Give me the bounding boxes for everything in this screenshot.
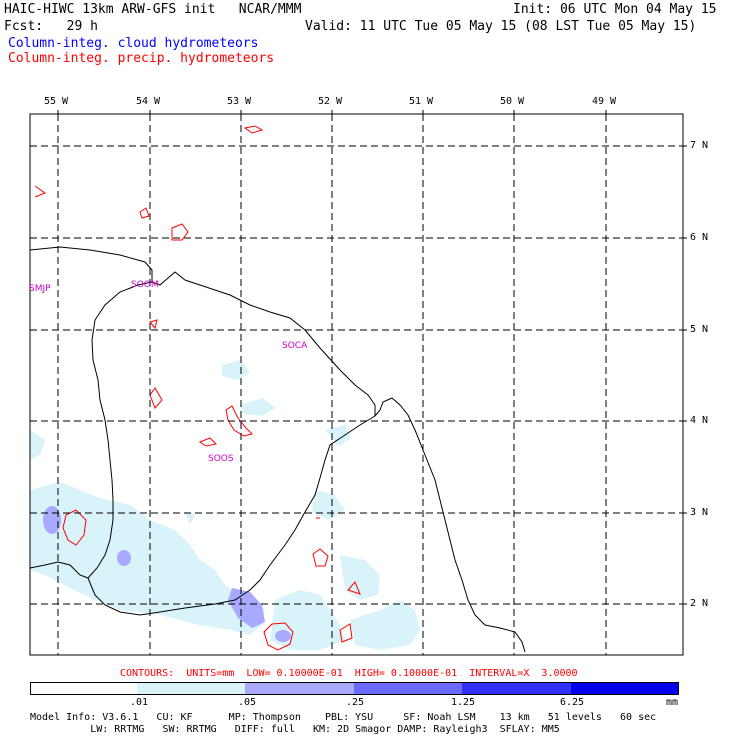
station-soos: SOOS xyxy=(208,454,234,464)
colorbar-label-4: 6.25 xyxy=(560,697,585,708)
lat-label-2n: 2 N xyxy=(690,598,709,609)
init-time: Init: 06 UTC Mon 04 May 15 xyxy=(513,2,717,17)
colorbar-cell-5 xyxy=(571,682,679,695)
lat-label-7n: 7 N xyxy=(690,140,709,151)
lat-label-3n: 3 N xyxy=(690,507,709,518)
precip-contours xyxy=(34,125,361,651)
station-smjp: SMJP xyxy=(29,284,51,294)
colorbar-label-0: .01 xyxy=(130,697,149,708)
lon-label-53w: 53 W xyxy=(227,96,252,107)
lon-label-55w: 55 W xyxy=(44,96,69,107)
lon-label-52w: 52 W xyxy=(318,96,343,107)
coastlines xyxy=(29,246,526,653)
lon-label-50w: 50 W xyxy=(500,96,525,107)
lat-label-5n: 5 N xyxy=(690,324,709,335)
legend-precip-hydrometeors: Column-integ. precip. hydrometeors xyxy=(8,51,275,66)
station-soca: SOCA xyxy=(282,341,308,351)
colorbar-label-2: .25 xyxy=(346,697,365,708)
lon-label-49w: 49 W xyxy=(592,96,617,107)
lon-label-54w: 54 W xyxy=(136,96,161,107)
model-info-line1: Model Info: V3.6.1 CU: KF MP: Thompson P… xyxy=(30,712,657,723)
lat-label-6n: 6 N xyxy=(690,232,709,243)
colorbar-cell-4 xyxy=(462,682,571,695)
colorbar-cell-0 xyxy=(30,682,138,695)
station-soom: SOOM xyxy=(131,280,159,290)
lat-label-4n: 4 N xyxy=(690,415,709,426)
colorbar-cell-1 xyxy=(137,682,245,695)
colorbar-label-1: .05 xyxy=(238,697,257,708)
valid-time: Valid: 11 UTC Tue 05 May 15 (08 LST Tue … xyxy=(305,19,697,34)
map-frame xyxy=(29,113,684,656)
model-info-line2: LW: RRTMG SW: RRTMG DIFF: full KM: 2D Sm… xyxy=(30,724,560,735)
forecast-hour: Fcst: 29 h xyxy=(4,19,98,34)
lon-label-51w: 51 W xyxy=(409,96,434,107)
colorbar-units: mm xyxy=(666,697,679,708)
contour-info: CONTOURS: UNITS=mm LOW= 0.10000E-01 HIGH… xyxy=(120,668,578,679)
colorbar-cell-3 xyxy=(354,682,462,695)
colorbar-cell-2 xyxy=(245,682,354,695)
colorbar-label-3: 1.25 xyxy=(451,697,476,708)
latlon-grid xyxy=(30,114,683,655)
header-title: HAIC-HIWC 13km ARW-GFS init NCAR/MMM xyxy=(4,2,302,17)
frame-ticks xyxy=(57,110,687,605)
legend-cloud-hydrometeors: Column-integ. cloud hydrometeors xyxy=(8,36,259,51)
cloud-shading-light xyxy=(30,360,420,650)
